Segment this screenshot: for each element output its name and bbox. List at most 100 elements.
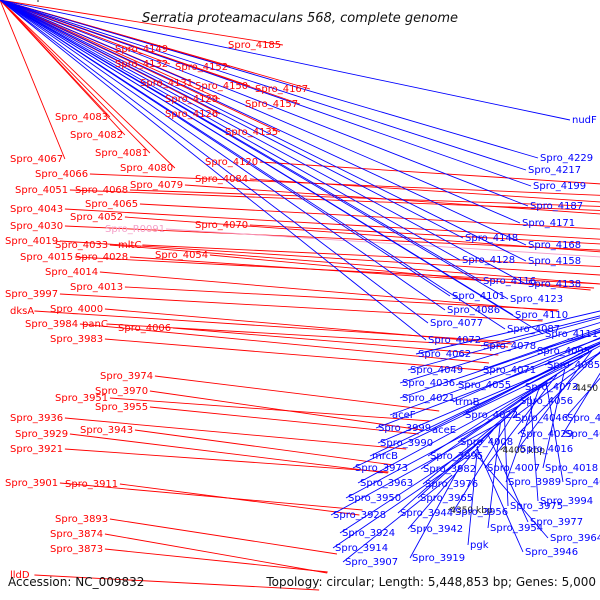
- leader-line-left: [139, 203, 600, 230]
- gene-label-spro_4008: Spro_4008: [460, 437, 513, 448]
- gene-label-spro_3924: Spro_3924: [342, 528, 395, 539]
- kbp-tick-label: 4350 kbp: [450, 506, 493, 516]
- gene-label-dksa: dksA: [10, 306, 34, 317]
- leader-line-left: [0, 0, 221, 100]
- gene-label-spro_3946: Spro_3946: [525, 547, 578, 558]
- gene-label-spro_3951: Spro_3951: [55, 393, 108, 404]
- leader-line-left: [129, 189, 600, 207]
- gene-label-spro_4111: Spro_4111: [545, 329, 598, 340]
- gene-label-spro_4071: Spro_4071: [483, 365, 536, 376]
- gene-label-spro_4046: Spro_4046: [515, 413, 568, 424]
- gene-label-spro_3982: Spro_3982: [423, 464, 476, 475]
- leader-line-right: [472, 450, 549, 539]
- gene-label-spro_4132: Spro_4132: [115, 59, 168, 70]
- leader-line-right: [0, 0, 527, 171]
- leader-line-right: [0, 0, 464, 239]
- gene-label-spro_3873: Spro_3873: [50, 544, 103, 555]
- leader-line-left: [59, 293, 543, 322]
- leader-line-right: [357, 377, 553, 484]
- gene-label-spro_4033: Spro_4033: [55, 240, 108, 251]
- gene-label-spro_4083: Spro_4083: [55, 112, 108, 123]
- leader-line-right: [0, 0, 461, 261]
- leader-line-right: [399, 322, 600, 384]
- leader-line-right: [407, 317, 600, 371]
- kbp-tick-label: 4450 kbp: [575, 384, 600, 394]
- gene-label-spro_4079: Spro_4079: [130, 180, 183, 191]
- gene-label-trmb: trmB: [455, 397, 480, 408]
- leader-line-left: [0, 0, 176, 169]
- gene-label-spro_4123: Spro_4123: [510, 294, 563, 305]
- gene-label-spro_4072: Spro_4072: [428, 335, 481, 346]
- gene-label-mltc: mltC: [118, 240, 141, 251]
- leader-line-right: [0, 0, 427, 341]
- gene-label-spro_4043: Spro_4043: [10, 204, 63, 215]
- gene-label-spro_4185: Spro_4185: [228, 40, 281, 51]
- gene-label-acee: aceE: [432, 425, 456, 436]
- kbp-tick-mark: [447, 506, 453, 511]
- leader-line-left: [172, 327, 499, 356]
- gene-label-spro_4028: Spro_4028: [75, 252, 128, 263]
- leader-line-right: [375, 343, 600, 429]
- gene-label-mrcb: mrcB: [372, 451, 398, 462]
- kbp-tick-mark: [572, 383, 579, 389]
- gene-label-spro_4016: Spro_4016: [520, 444, 573, 455]
- leader-line-left: [34, 310, 515, 343]
- genome-summary-text: Topology: circular; Length: 5,448,853 bp…: [265, 575, 596, 589]
- gene-label-spro_3964: Spro_3964: [550, 533, 600, 544]
- gene-label-spro_4019: Spro_4019: [5, 236, 58, 247]
- leader-line-right: [452, 337, 600, 403]
- gene-label-spro_4138: Spro_4138: [528, 279, 581, 290]
- gene-label-spro_3914: Spro_3914: [335, 543, 388, 554]
- gene-label-spro_3965: Spro_3965: [420, 493, 473, 504]
- leader-line-left: [109, 518, 338, 555]
- gene-label-spro_3950: Spro_3950: [348, 493, 401, 504]
- gene-label-spro_3955: Spro_3955: [95, 402, 148, 413]
- gene-label-spro_3976: Spro_3976: [425, 479, 478, 490]
- gene-label-spro_4015: Spro_4015: [20, 252, 73, 263]
- gene-label-spro_4084: Spro_4084: [195, 174, 248, 185]
- gene-label-spro_4187: Spro_4187: [530, 201, 583, 212]
- leader-line-right: [330, 421, 502, 516]
- leader-line-left: [154, 375, 440, 412]
- gene-label-spro_4110: Spro_4110: [515, 310, 568, 321]
- gene-label-spro_4009: Spro_4009: [565, 477, 600, 488]
- gene-label-spro_4087: Spro_4087: [507, 324, 560, 335]
- gene-label-spro_4049: Spro_4049: [410, 365, 463, 376]
- gene-label-spro_4006: Spro_4006: [118, 323, 171, 334]
- leader-line-left: [0, 0, 283, 46]
- leader-line-left: [104, 533, 328, 574]
- gene-label-spro_3943: Spro_3943: [80, 425, 133, 436]
- leader-line-left: [104, 338, 482, 371]
- gene-label-spro_3929: Spro_3929: [15, 429, 68, 440]
- leader-line-right: [517, 351, 600, 435]
- gene-label-spro_4050: Spro_4050: [565, 429, 600, 440]
- leader-line-right: [0, 0, 532, 187]
- gene-label-spro_4062: Spro_4062: [418, 349, 471, 360]
- leader-line-left: [142, 244, 600, 267]
- gene-label-spro_3995: Spro_3995: [430, 451, 483, 462]
- gene-label-spro_4150: Spro_4150: [195, 81, 248, 92]
- gene-label-spro_4030: Spro_4030: [10, 221, 63, 232]
- leader-line-left: [99, 271, 558, 312]
- leader-line-right: [0, 0, 527, 262]
- gene-label-spro_4168: Spro_4168: [528, 240, 581, 251]
- leader-line-left: [0, 0, 66, 160]
- leader-line-left: [59, 240, 600, 276]
- gene-label-spro_3919: Spro_3919: [412, 553, 465, 564]
- gene-label-spro_3975: Spro_3975: [510, 501, 563, 512]
- gene-label-spro_3944: Spro_3944: [400, 508, 453, 519]
- leader-line-right: [339, 439, 484, 534]
- kbp-tick-label: 4600 kbp: [0, 0, 43, 3]
- leader-line-right: [352, 362, 574, 469]
- gene-label-nudf: nudF: [572, 115, 597, 126]
- gene-label-spro_4051: Spro_4051: [15, 185, 68, 196]
- leader-line-right: [512, 352, 600, 419]
- gene-label-spro_4014: Spro_4014: [45, 267, 98, 278]
- gene-label-spro_4077: Spro_4077: [430, 318, 483, 329]
- leader-line-right: [0, 0, 571, 121]
- gene-label-spro_3936: Spro_3936: [10, 413, 63, 424]
- leader-line-right: [0, 0, 539, 159]
- leader-line-right: [0, 0, 506, 330]
- leader-line-right: [369, 350, 592, 457]
